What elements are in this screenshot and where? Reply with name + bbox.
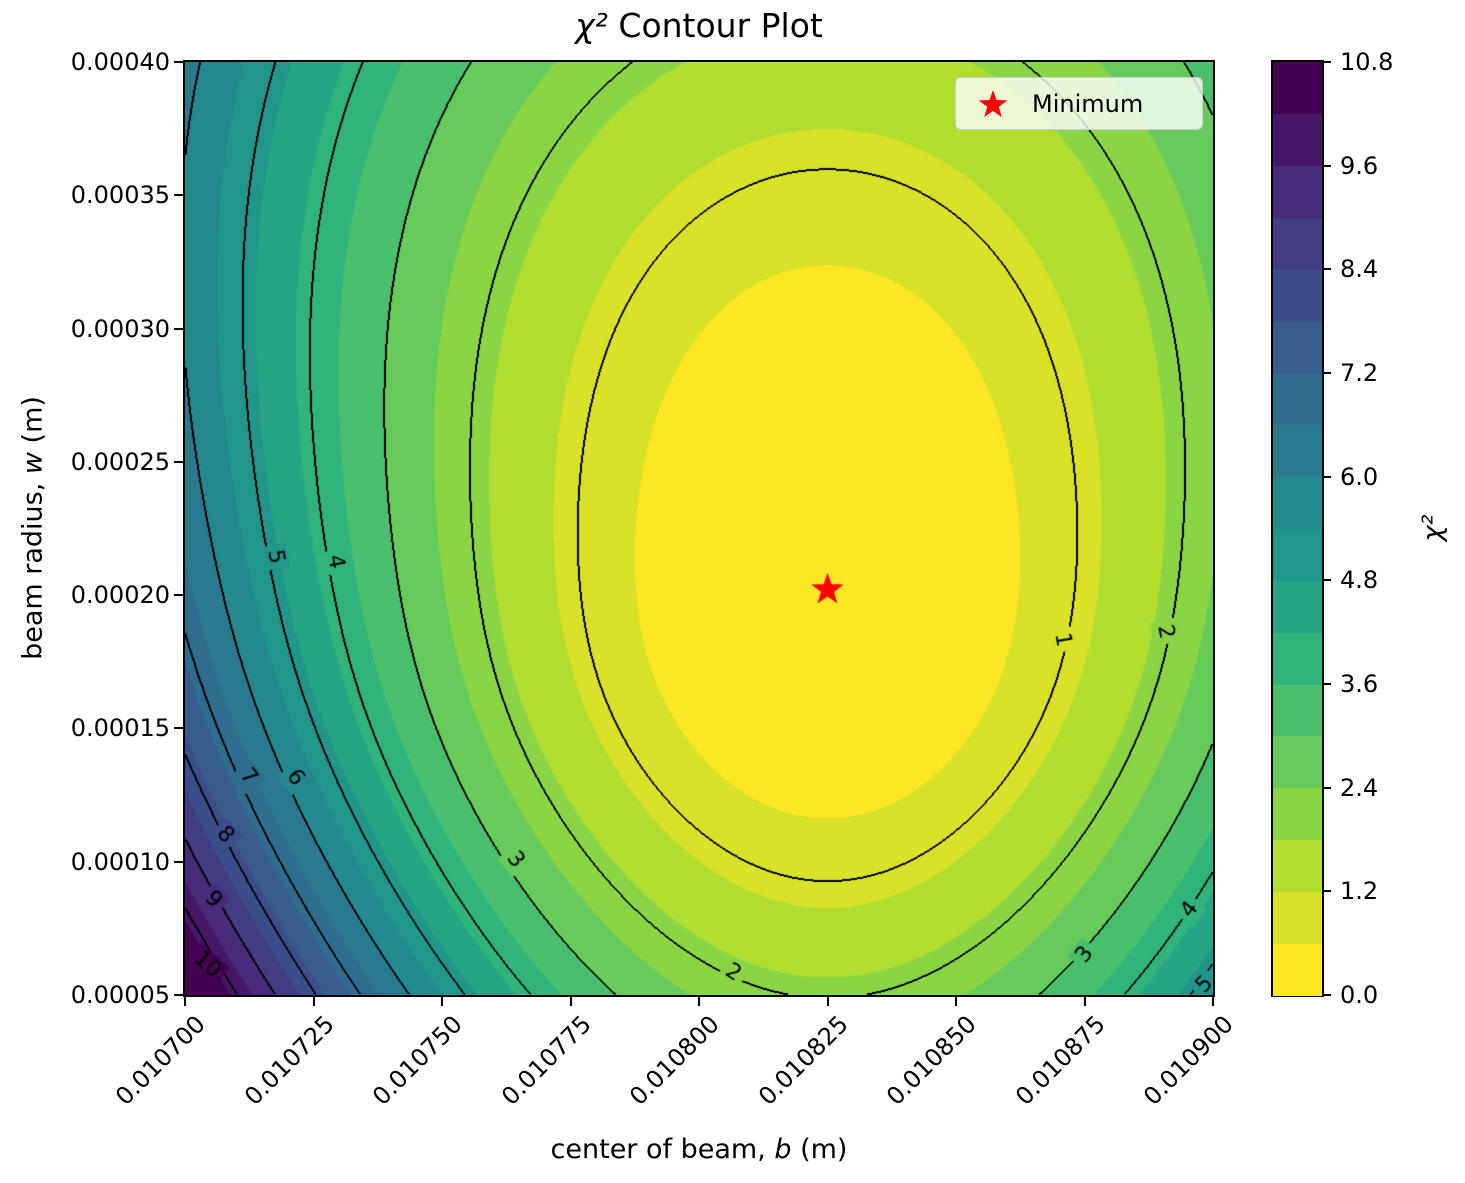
x-tick-mark <box>955 997 957 1006</box>
colorbar-segment <box>1273 632 1322 685</box>
x-tick-mark <box>1212 997 1214 1006</box>
colorbar-segment <box>1273 424 1322 478</box>
colorbar-tick-mark <box>1322 683 1331 685</box>
colorbar-segment <box>1273 735 1322 789</box>
y-tick-label: 0.00040 <box>70 48 170 76</box>
x-tick-label: 0.010725 <box>238 1010 340 1111</box>
y-axis-label-unit: (m) <box>17 396 49 453</box>
colorbar-segment <box>1273 62 1322 115</box>
x-tick-label: 0.010800 <box>624 1010 725 1111</box>
colorbar-tick-mark <box>1322 61 1331 63</box>
colorbar-tick-mark <box>1322 994 1331 996</box>
colorbar-segment <box>1273 217 1322 270</box>
x-axis-label-unit: (m) <box>791 1134 848 1165</box>
colorbar-segment <box>1273 787 1322 841</box>
colorbar-segment <box>1273 269 1322 322</box>
x-tick-label: 0.010850 <box>881 1010 982 1111</box>
colorbar-tick-mark <box>1322 890 1331 893</box>
colorbar-segment <box>1273 891 1322 944</box>
y-tick-label: 0.00030 <box>70 314 170 343</box>
colorbar-tick-label: 0.0 <box>1340 981 1379 1009</box>
colorbar-tick-label: 7.2 <box>1340 359 1379 387</box>
y-tick-mark <box>174 727 183 730</box>
colorbar-tick-mark <box>1322 372 1331 374</box>
colorbar-tick-label: 9.6 <box>1340 151 1379 180</box>
chart-title-text: Contour Plot <box>607 6 823 45</box>
colorbar-segment <box>1273 476 1322 530</box>
colorbar-segment <box>1273 373 1322 426</box>
colorbar-segment <box>1273 165 1322 219</box>
colorbar <box>1271 60 1324 997</box>
colorbar-tick-mark <box>1322 579 1331 582</box>
y-tick-mark <box>174 460 183 463</box>
x-tick-label: 0.010750 <box>367 1010 468 1111</box>
y-tick-label: 0.00005 <box>70 981 170 1009</box>
y-tick-mark <box>174 327 183 330</box>
y-tick-mark <box>174 994 183 996</box>
colorbar-segment <box>1273 113 1322 167</box>
x-axis-label: center of beam, b (m) <box>551 1134 848 1165</box>
colorbar-tick-mark <box>1322 268 1331 271</box>
colorbar-tick-label: 4.8 <box>1340 566 1379 595</box>
x-axis-label-text: center of beam, <box>550 1134 775 1165</box>
colorbar-tick-mark <box>1322 475 1331 478</box>
y-tick-mark <box>174 61 183 63</box>
y-axis-label-text: beam radius, <box>17 474 49 660</box>
colorbar-tick-label: 1.2 <box>1340 877 1379 906</box>
y-tick-mark <box>174 194 183 197</box>
y-tick-label: 0.00025 <box>70 447 170 476</box>
y-tick-label: 0.00010 <box>70 847 170 876</box>
x-tick-mark <box>441 997 443 1006</box>
colorbar-tick-mark <box>1322 164 1331 167</box>
colorbar-tick-label: 6.0 <box>1340 462 1379 491</box>
y-tick-label: 0.00015 <box>70 714 170 743</box>
y-tick-label: 0.00035 <box>70 181 170 210</box>
x-tick-mark <box>312 997 315 1006</box>
y-axis-label: beam radius, w (m) <box>18 396 49 660</box>
colorbar-tick-label: 10.8 <box>1340 48 1394 76</box>
y-tick-label: 0.00020 <box>70 581 170 610</box>
contour-plot-canvas <box>185 62 1213 995</box>
colorbar-segment <box>1273 684 1322 737</box>
colorbar-segment <box>1273 839 1322 892</box>
x-tick-label: 0.010700 <box>110 1010 211 1111</box>
chart-title-chi2: χ² <box>575 6 608 45</box>
colorbar-segment <box>1273 943 1322 996</box>
colorbar-segment <box>1273 528 1322 581</box>
x-axis-label-var: b <box>774 1134 792 1165</box>
x-tick-mark <box>184 997 186 1006</box>
colorbar-segment <box>1273 580 1322 633</box>
x-tick-label: 0.010825 <box>752 1010 854 1111</box>
legend: Minimum <box>955 77 1203 130</box>
colorbar-tick-label: 8.4 <box>1340 255 1379 284</box>
x-tick-label: 0.010875 <box>1009 1010 1111 1111</box>
legend-label: Minimum <box>1032 89 1144 118</box>
x-tick-label: 0.010900 <box>1138 1010 1239 1111</box>
colorbar-tick-label: 2.4 <box>1340 773 1379 802</box>
y-tick-mark <box>174 860 183 863</box>
y-tick-mark <box>174 594 183 597</box>
x-tick-mark <box>698 997 700 1006</box>
y-axis-label-var: w <box>17 452 49 475</box>
x-tick-mark <box>569 997 572 1006</box>
minimum-star-icon <box>978 89 1008 117</box>
colorbar-segment <box>1273 321 1322 374</box>
chart-title: χ² Contour Plot <box>575 6 823 45</box>
colorbar-tick-mark <box>1322 786 1331 789</box>
colorbar-label: χ² <box>1417 514 1449 542</box>
x-tick-mark <box>826 997 829 1006</box>
x-tick-mark <box>1083 997 1086 1006</box>
x-tick-label: 0.010775 <box>495 1010 597 1111</box>
colorbar-tick-label: 3.6 <box>1340 670 1379 698</box>
